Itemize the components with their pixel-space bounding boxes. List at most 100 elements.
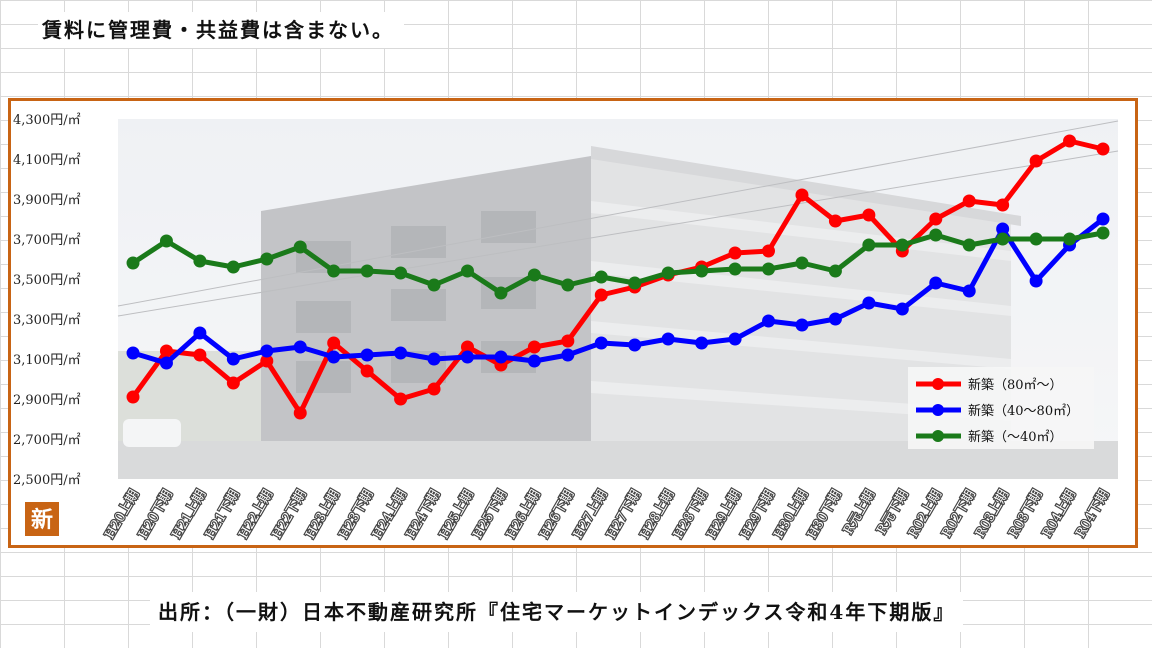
- data-point: [695, 264, 709, 278]
- data-point: [226, 352, 240, 366]
- data-point: [628, 338, 642, 352]
- data-point: [962, 238, 976, 252]
- data-point: [862, 208, 876, 222]
- y-tick-label: 4,100円/㎡: [13, 153, 81, 168]
- data-point: [1096, 212, 1110, 226]
- data-point: [327, 264, 341, 278]
- data-point: [728, 262, 742, 276]
- data-point: [1096, 226, 1110, 240]
- y-tick-label: 2,700円/㎡: [13, 433, 81, 448]
- data-point: [360, 364, 374, 378]
- data-point: [695, 336, 709, 350]
- data-point: [795, 318, 809, 332]
- data-point: [828, 312, 842, 326]
- data-point: [494, 286, 508, 300]
- data-point: [260, 252, 274, 266]
- legend-label: 新築（40～80㎡）: [968, 403, 1079, 419]
- data-point: [594, 336, 608, 350]
- y-tick-label: 3,700円/㎡: [13, 233, 81, 248]
- data-point: [762, 314, 776, 328]
- y-tick-label: 2,500円/㎡: [13, 473, 81, 488]
- new-badge: 新: [25, 502, 59, 536]
- data-point: [260, 354, 274, 368]
- y-tick-label: 3,900円/㎡: [13, 193, 81, 208]
- data-point: [494, 350, 508, 364]
- data-point: [394, 392, 408, 406]
- data-point: [1029, 232, 1043, 246]
- data-point: [561, 278, 575, 292]
- data-point: [226, 376, 240, 390]
- data-point: [126, 346, 140, 360]
- data-point: [828, 214, 842, 228]
- data-point: [962, 194, 976, 208]
- data-point: [527, 340, 541, 354]
- data-point: [193, 254, 207, 268]
- data-point: [460, 340, 474, 354]
- data-point: [527, 354, 541, 368]
- data-point: [862, 296, 876, 310]
- data-point: [594, 270, 608, 284]
- data-point: [327, 336, 341, 350]
- data-point: [193, 326, 207, 340]
- y-tick-label: 3,500円/㎡: [13, 273, 81, 288]
- data-point: [460, 264, 474, 278]
- data-point: [293, 406, 307, 420]
- data-point: [527, 268, 541, 282]
- data-point: [929, 212, 943, 226]
- data-point: [1029, 274, 1043, 288]
- data-point: [226, 260, 240, 274]
- data-point: [929, 276, 943, 290]
- data-point: [862, 238, 876, 252]
- legend-label: 新築（80㎡～）: [968, 377, 1063, 393]
- data-point: [561, 334, 575, 348]
- y-tick-label: 3,100円/㎡: [13, 353, 81, 368]
- data-point: [661, 266, 675, 280]
- data-point: [1096, 142, 1110, 156]
- y-tick-label: 2,900円/㎡: [13, 393, 81, 408]
- data-point: [293, 340, 307, 354]
- data-point: [962, 284, 976, 298]
- data-point: [594, 288, 608, 302]
- data-point: [996, 232, 1010, 246]
- data-point: [661, 332, 675, 346]
- data-point: [762, 262, 776, 276]
- data-point: [1029, 154, 1043, 168]
- data-point: [126, 256, 140, 270]
- data-point: [159, 234, 173, 248]
- rent-line-chart: 2,500円/㎡ 2,700円/㎡ 2,900円/㎡ 3,100円/㎡ 3,300円/㎡…: [13, 113, 1119, 543]
- data-point: [1063, 134, 1077, 148]
- source-credit: 出所：（一財）日本不動産研究所『住宅マーケットインデックス令和4年下期版』: [150, 592, 964, 632]
- y-tick-label: 3,300円/㎡: [13, 313, 81, 328]
- chart-frame: 2,500円/㎡ 2,700円/㎡ 2,900円/㎡ 3,100円/㎡ 3,300円/㎡…: [8, 98, 1138, 548]
- data-point: [394, 266, 408, 280]
- data-point: [929, 228, 943, 242]
- data-point: [561, 348, 575, 362]
- new-badge-label: 新: [31, 507, 53, 533]
- data-point: [126, 390, 140, 404]
- data-point: [1063, 232, 1077, 246]
- data-point: [795, 188, 809, 202]
- data-point: [360, 348, 374, 362]
- data-point: [628, 276, 642, 290]
- data-point: [728, 332, 742, 346]
- data-point: [159, 344, 173, 358]
- legend-marker: [932, 404, 944, 416]
- x-tick-label: R元下期: [874, 488, 911, 538]
- data-point: [327, 350, 341, 364]
- data-point: [360, 264, 374, 278]
- data-point: [427, 278, 441, 292]
- legend-marker: [932, 430, 944, 442]
- data-point: [895, 302, 909, 316]
- data-point: [193, 348, 207, 362]
- data-point: [293, 240, 307, 254]
- data-point: [762, 244, 776, 258]
- y-tick-label: 4,300円/㎡: [13, 113, 81, 128]
- data-point: [795, 256, 809, 270]
- x-tick-label: R元上期: [841, 488, 878, 538]
- data-point: [996, 222, 1010, 236]
- data-point: [427, 352, 441, 366]
- legend-label: 新築（～40㎡）: [968, 429, 1063, 445]
- data-point: [996, 198, 1010, 212]
- data-point: [427, 382, 441, 396]
- rent-note: 賃料に管理費・共益費は含まない。: [38, 12, 404, 48]
